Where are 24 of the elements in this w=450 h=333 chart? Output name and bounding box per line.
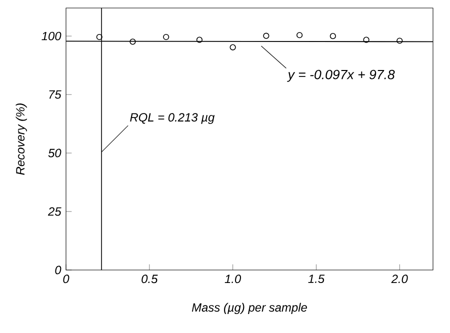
y-tick-label: 75 [49, 90, 62, 99]
y-tick-label: 100 [42, 32, 62, 40]
point [196, 36, 203, 43]
point [230, 44, 236, 50]
point [396, 38, 403, 44]
y-tick-label: 25 [48, 207, 62, 216]
annotation: y = -0.097x + 97.8 [287, 70, 395, 82]
point [330, 33, 336, 40]
x-tick-label: 0.5 [142, 274, 158, 284]
point [363, 36, 370, 43]
point [296, 32, 303, 38]
x-tick-label: 2.0 [391, 274, 408, 284]
x-tick-label: 0 [63, 274, 70, 284]
point [130, 38, 136, 45]
ref-line-label: RQL = 0.213 µg [130, 113, 215, 124]
x-tick-label: 1.0 [224, 274, 242, 284]
point [163, 34, 170, 40]
point [96, 34, 102, 40]
y-tick-label: 50 [48, 148, 62, 158]
y-axis-title: Recovery (%) [16, 104, 27, 175]
point [263, 32, 270, 39]
y-tick-label: 0 [55, 266, 62, 274]
x-axis-title: Mass (µg) per sample [192, 302, 307, 314]
x-tick-label: 1.5 [308, 274, 325, 284]
